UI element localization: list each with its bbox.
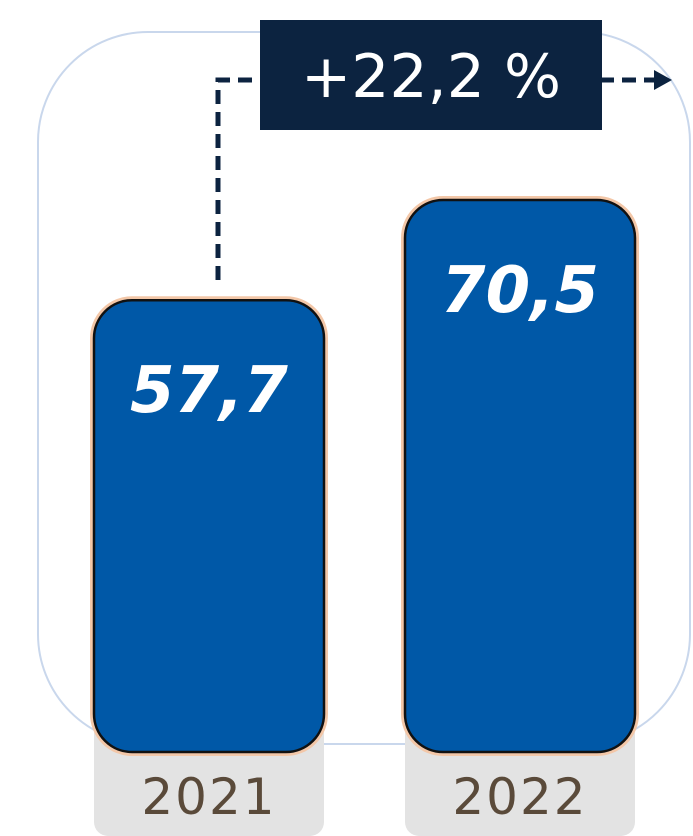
bar-glow-2022 [401, 196, 639, 756]
growth-arrow [215, 70, 672, 280]
growth-annotation-box [260, 20, 602, 130]
bar-glow-2021 [90, 296, 328, 756]
bar-2021 [92, 298, 326, 754]
growth-annotation-label: +22,2 % [301, 42, 561, 112]
growth-arrow-line [215, 77, 270, 280]
category-label-2022: 2022 [452, 768, 587, 826]
bar-2022 [403, 198, 637, 754]
bar-value-label-2022: 70,5 [441, 254, 599, 328]
category-label-2021: 2021 [141, 768, 276, 826]
growth-arrow-head [654, 70, 672, 90]
bar-value-label-2021: 57,7 [130, 354, 288, 428]
